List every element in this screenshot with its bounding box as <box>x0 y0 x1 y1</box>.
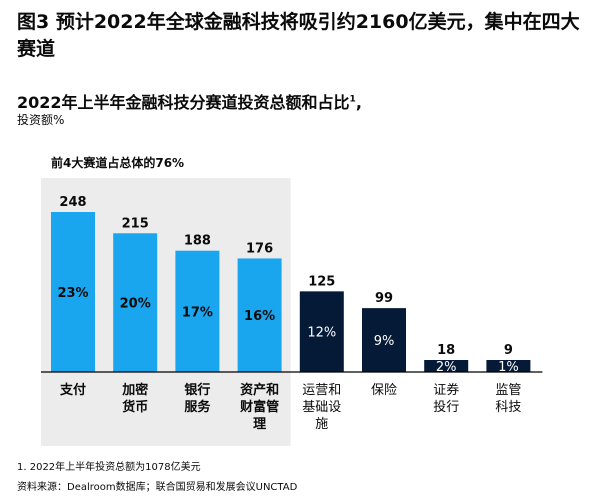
bar <box>51 212 95 372</box>
highlight-label: 前4大赛道占总体的76% <box>51 155 184 170</box>
category-label: 货币 <box>122 399 148 415</box>
unit-label: 投资额% <box>17 113 65 127</box>
value-label: 176 <box>246 241 273 256</box>
figure-title: 图3 预计2022年全球金融科技将吸引约2160亿美元，集中在四大赛道 <box>17 11 580 60</box>
share-label: 23% <box>57 286 88 301</box>
category-label: 银行 <box>184 382 210 398</box>
share-label: 12% <box>307 326 336 341</box>
category-label: 支付 <box>59 382 86 398</box>
category-label: 财富管 <box>240 399 279 415</box>
value-label: 18 <box>437 343 455 358</box>
footnote: 1. 2022年上半年投资总额为1078亿美元 <box>17 462 201 473</box>
category-label: 基础设 <box>302 400 341 415</box>
share-label: 9% <box>374 334 395 349</box>
category-label: 运营和 <box>302 383 341 398</box>
category-label: 监管 <box>495 383 521 398</box>
bar <box>237 258 282 372</box>
bar <box>362 308 406 372</box>
value-label: 188 <box>184 234 211 249</box>
share-label: 17% <box>182 305 213 320</box>
value-label: 248 <box>59 195 86 210</box>
bar <box>486 360 531 372</box>
share-label: 20% <box>120 297 151 312</box>
category-label: 投行 <box>433 399 459 415</box>
share-label: 1% <box>498 360 519 375</box>
chart-title-suffix: , <box>355 93 362 112</box>
value-label: 9 <box>504 343 513 358</box>
category-label: 科技 <box>495 400 521 415</box>
bar <box>175 250 220 372</box>
value-label: 99 <box>375 291 393 306</box>
bar <box>299 291 344 372</box>
chart-title-footnote-mark: 1 <box>349 94 356 105</box>
category-label: 施 <box>315 417 328 432</box>
value-label: 215 <box>122 216 149 231</box>
chart-title: 2022年上半年金融科技分赛道投资总额和占比1, <box>17 89 362 113</box>
category-label: 服务 <box>184 399 211 415</box>
share-label: 16% <box>244 309 275 324</box>
bar <box>113 233 158 372</box>
category-label: 加密 <box>121 382 148 398</box>
category-label: 证券 <box>433 382 459 398</box>
chart-title-text: 2022年上半年金融科技分赛道投资总额和占比 <box>17 93 350 112</box>
category-label: 理 <box>253 417 266 432</box>
value-label: 125 <box>308 274 335 289</box>
category-label: 保险 <box>371 383 397 398</box>
source-note: 资料来源：Dealroom数据库；联合国贸易和发展会议UNCTAD <box>17 482 298 493</box>
category-label: 资产和 <box>240 382 279 398</box>
share-label: 2% <box>436 360 457 375</box>
bar <box>424 360 469 372</box>
